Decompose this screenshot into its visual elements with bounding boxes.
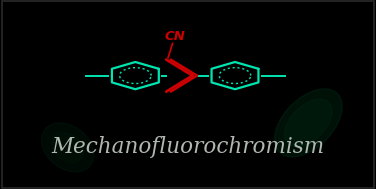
Text: CN: CN bbox=[164, 29, 185, 43]
Polygon shape bbox=[41, 123, 94, 172]
Polygon shape bbox=[52, 133, 83, 162]
Text: Mechanofluorochromism: Mechanofluorochromism bbox=[52, 136, 324, 158]
Polygon shape bbox=[285, 99, 332, 147]
Polygon shape bbox=[274, 89, 342, 157]
